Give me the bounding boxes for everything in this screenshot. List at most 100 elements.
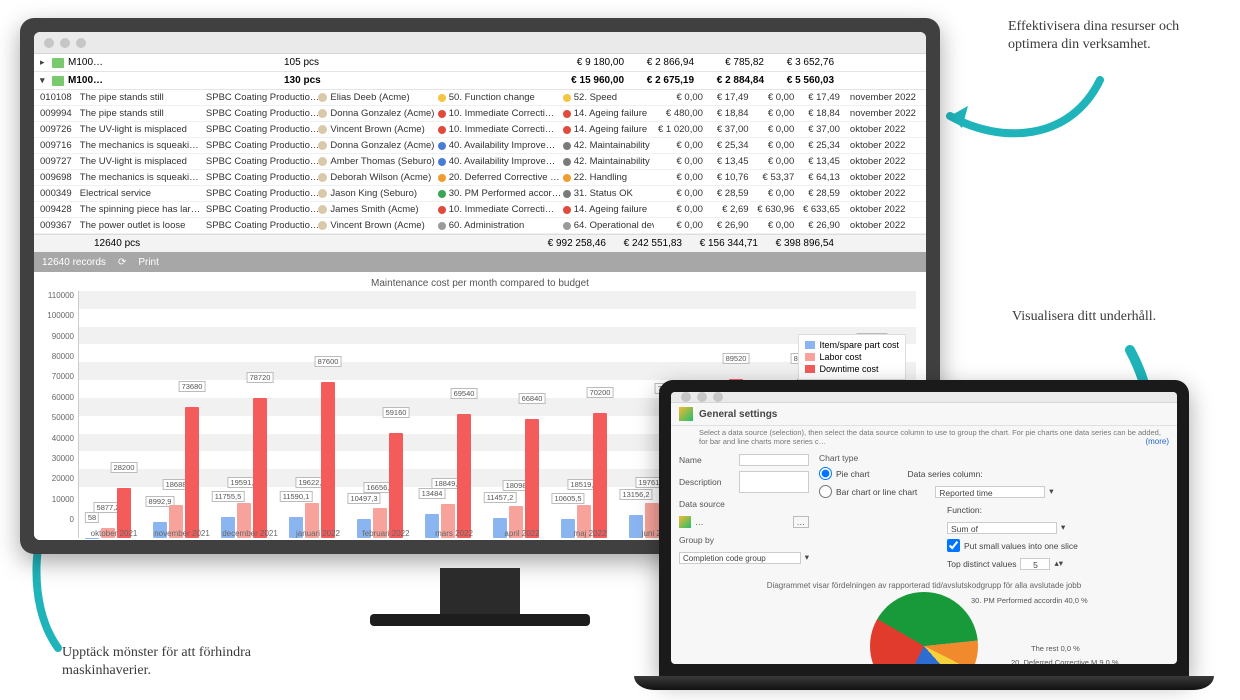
chevron-down-icon[interactable]: ▾ — [1049, 486, 1053, 497]
group-summary-row-expanded[interactable]: ▾ M100… 130 pcs € 15 960,00 € 2 675,19 €… — [34, 72, 926, 90]
cell-value: € 37,00 — [707, 124, 753, 135]
status-dot-icon — [563, 190, 571, 198]
totals-row: 12640 pcs € 992 258,46 € 242 551,83 € 15… — [34, 234, 926, 252]
status-dot-icon — [563, 174, 571, 182]
sum-value: € 15 960,00 — [560, 75, 630, 86]
cell-cause: 42. Maintainability — [563, 140, 654, 151]
field-label: Chart type — [819, 453, 1169, 463]
sum-value: € 785,82 — [700, 57, 770, 68]
cell-desc: The mechanics is squeakin… — [80, 172, 203, 183]
monitor-base — [370, 614, 590, 626]
window-titlebar — [671, 392, 1177, 403]
cell-value: € 0,00 — [753, 188, 799, 199]
record-count: 12640 records — [42, 257, 106, 268]
traffic-light-icon[interactable] — [713, 392, 723, 402]
caption-patterns: Upptäck mönster för att förhindra maskin… — [62, 644, 302, 680]
data-series-select[interactable]: Reported time — [935, 486, 1045, 498]
cell-id: 000349 — [40, 188, 80, 199]
legend-label: Downtime cost — [819, 363, 878, 375]
cell-value: € 17,49 — [798, 92, 844, 103]
radio-label: Bar chart or line chart — [836, 487, 917, 497]
sum-value: € 2 675,19 — [630, 75, 700, 86]
cell-value: € 633,65 — [798, 204, 844, 215]
bar-line-radio[interactable] — [819, 485, 832, 498]
cell-date: november 2022 — [844, 92, 920, 103]
put-small-checkbox[interactable] — [947, 539, 960, 552]
status-dot-icon — [563, 158, 571, 166]
cell-id: 009994 — [40, 108, 80, 119]
cell-code: 30. PM Performed accor… — [438, 188, 563, 199]
table-row[interactable]: 009428The spinning piece has lar…SPBC Co… — [34, 202, 926, 218]
cell-person: Jason King (Seburo) — [318, 188, 437, 199]
chevron-down-icon[interactable]: ▾ — [1061, 522, 1065, 533]
status-dot-icon — [438, 142, 446, 150]
table-row[interactable]: 010108The pipe stands stillSPBC Coating … — [34, 90, 926, 106]
cell-desc: Electrical service — [80, 188, 203, 199]
status-dot-icon — [438, 126, 446, 134]
stepper-icon[interactable]: ▴▾ — [1054, 558, 1063, 569]
group-summary-row[interactable]: ▸ M100… 105 pcs € 9 180,00 € 2 866,94 € … — [34, 54, 926, 72]
table-row[interactable]: 009698The mechanics is squeakin…SPBC Coa… — [34, 170, 926, 186]
field-label: Data source — [679, 499, 735, 509]
status-dot-icon — [563, 206, 571, 214]
traffic-light-icon[interactable] — [697, 392, 707, 402]
cell-value: € 0,00 — [753, 124, 799, 135]
cell-desc: The mechanics is squeakin… — [80, 140, 203, 151]
traffic-light-icon[interactable] — [44, 38, 54, 48]
traffic-light-icon[interactable] — [681, 392, 691, 402]
refresh-icon[interactable]: ⟳ — [118, 257, 126, 268]
cell-plant: SPBC Coating Productio… — [203, 156, 319, 167]
cell-code: 40. Availability Improve… — [438, 140, 563, 151]
settings-subtitle: Select a data source (selection), then s… — [671, 426, 1177, 451]
legend-swatch-icon — [805, 353, 815, 361]
total-value: € 242 551,83 — [612, 238, 688, 249]
person-icon — [318, 125, 327, 134]
settings-title: General settings — [699, 409, 777, 420]
cell-desc: The pipe stands still — [80, 108, 203, 119]
cell-cause: 52. Speed — [563, 92, 654, 103]
collapse-icon[interactable]: ▾ — [40, 75, 52, 86]
table-row[interactable]: 009727The UV-light is misplacedSPBC Coat… — [34, 154, 926, 170]
chevron-down-icon[interactable]: ▾ — [805, 552, 809, 563]
sum-value: € 5 560,03 — [770, 75, 840, 86]
table-row[interactable]: 009367The power outlet is looseSPBC Coat… — [34, 218, 926, 234]
more-link[interactable]: (more) — [1145, 437, 1169, 447]
name-input[interactable] — [739, 454, 809, 466]
table-row[interactable]: 009716The mechanics is squeakin…SPBC Coa… — [34, 138, 926, 154]
chart-y-axis: 1100001000009000080000700006000050000400… — [44, 291, 78, 538]
cell-value: € 480,00 — [654, 108, 707, 119]
browse-button[interactable]: … — [793, 516, 810, 528]
group-label: M100… — [68, 75, 284, 86]
cell-cause: 14. Ageing failure — [563, 204, 654, 215]
cell-person: Vincent Brown (Acme) — [318, 220, 437, 231]
pie-chart-radio[interactable] — [819, 467, 832, 480]
cell-person: Deborah Wilson (Acme) — [318, 172, 437, 183]
function-select[interactable]: Sum of — [947, 522, 1057, 534]
table-row[interactable]: 009994The pipe stands stillSPBC Coating … — [34, 106, 926, 122]
sum-value: € 2 884,84 — [700, 75, 770, 86]
cell-person: James Smith (Acme) — [318, 204, 437, 215]
chart-bar — [593, 413, 607, 538]
group-count: 105 pcs — [284, 57, 344, 68]
cell-code: 60. Administration — [438, 220, 563, 231]
description-input[interactable] — [739, 471, 809, 493]
checkbox-label: Put small values into one slice — [964, 541, 1078, 551]
table-row[interactable]: 000349Electrical serviceSPBC Coating Pro… — [34, 186, 926, 202]
status-dot-icon — [563, 222, 571, 230]
expand-icon[interactable]: ▸ — [40, 57, 52, 68]
group-count: 130 pcs — [284, 75, 344, 86]
traffic-light-icon[interactable] — [76, 38, 86, 48]
table-row[interactable]: 009726The UV-light is misplacedSPBC Coat… — [34, 122, 926, 138]
caption-visualize: Visualisera ditt underhåll. — [1012, 308, 1182, 326]
settings-logo-icon — [679, 407, 693, 421]
datasource-icon — [679, 516, 691, 528]
field-label: Group by — [679, 535, 735, 545]
print-button[interactable]: Print — [138, 257, 159, 268]
traffic-light-icon[interactable] — [60, 38, 70, 48]
cell-value: € 0,00 — [654, 140, 707, 151]
pie-chart: 30. PM Performed accordin 40,0 %The rest… — [671, 592, 1177, 664]
cell-value: € 0,00 — [753, 156, 799, 167]
top-distinct-input[interactable]: 5 — [1020, 558, 1050, 570]
groupby-select[interactable]: Completion code group — [679, 552, 801, 564]
cell-value: € 0,00 — [753, 108, 799, 119]
